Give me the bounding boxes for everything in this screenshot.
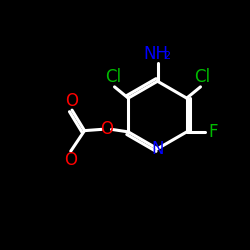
Text: Cl: Cl: [194, 68, 210, 86]
Text: N: N: [151, 140, 164, 158]
Text: NH: NH: [143, 45, 168, 63]
Text: F: F: [208, 123, 218, 141]
Text: 2: 2: [164, 51, 170, 61]
Text: O: O: [66, 92, 78, 110]
Text: O: O: [64, 151, 77, 169]
Text: Cl: Cl: [105, 68, 121, 86]
Text: O: O: [100, 120, 114, 138]
